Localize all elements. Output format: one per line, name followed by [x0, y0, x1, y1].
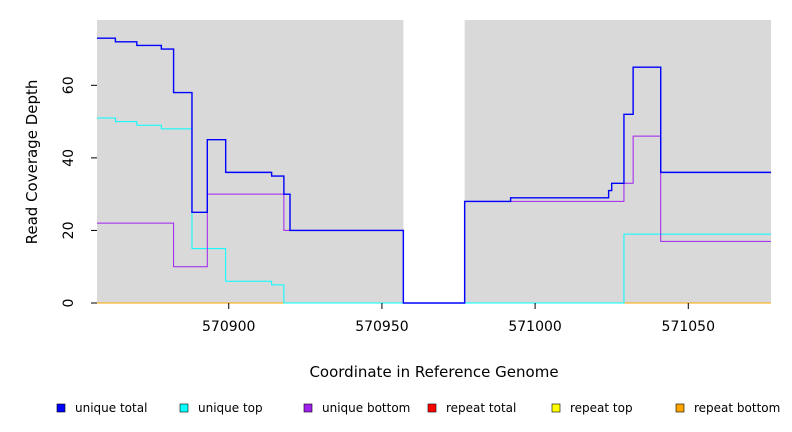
legend-swatch — [179, 403, 189, 413]
series-line-unique-total — [97, 37, 771, 304]
series-line-unique-top — [97, 117, 771, 304]
x-axis: 570900 570950 571000 571050 — [202, 303, 715, 335]
legend-item: repeat bottom — [675, 401, 780, 415]
gap-region — [403, 20, 465, 303]
legend-item: unique total — [56, 401, 147, 415]
legend-swatch — [303, 403, 313, 413]
legend-label: unique bottom — [322, 401, 410, 415]
legend-swatch — [56, 403, 66, 413]
legend-label: repeat bottom — [694, 401, 780, 415]
legend-label: unique total — [75, 401, 147, 415]
legend: unique total unique top unique bottom repea… — [56, 401, 780, 415]
y-tick-label: 60 — [61, 76, 77, 94]
legend-swatch — [551, 403, 561, 413]
y-tick-label: 40 — [61, 149, 77, 167]
y-tick-label: 0 — [61, 299, 77, 308]
x-axis-label: Coordinate in Reference Genome — [309, 363, 558, 381]
legend-item: unique bottom — [303, 401, 410, 415]
y-axis: 0 20 40 60 — [61, 76, 97, 307]
y-axis-label: Read Coverage Depth — [23, 80, 41, 245]
x-tick-label: 570950 — [355, 319, 408, 335]
y-tick-label: 20 — [61, 222, 77, 240]
legend-item: repeat top — [551, 401, 633, 415]
legend-item: repeat total — [427, 401, 516, 415]
legend-label: repeat total — [446, 401, 516, 415]
legend-item: unique top — [179, 401, 263, 415]
plot-area — [97, 20, 771, 304]
legend-label: repeat top — [570, 401, 633, 415]
x-tick-label: 570900 — [202, 319, 255, 335]
legend-swatch — [675, 403, 685, 413]
x-tick-label: 571050 — [662, 319, 715, 335]
legend-label: unique top — [198, 401, 263, 415]
legend-swatch — [427, 403, 437, 413]
x-tick-label: 571000 — [508, 319, 561, 335]
